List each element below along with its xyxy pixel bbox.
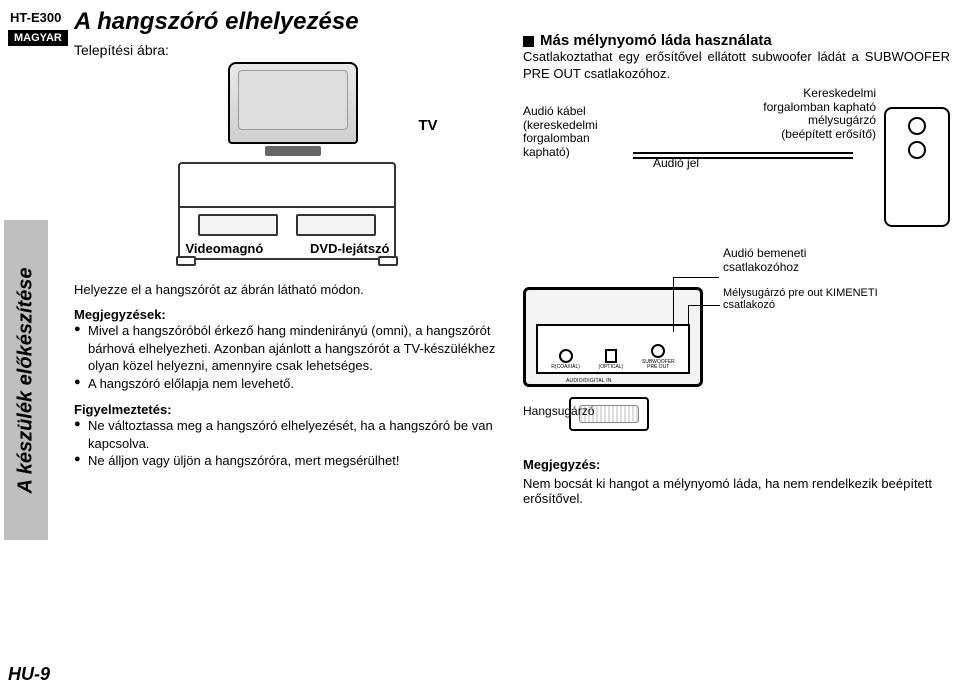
warning-item: Ne álljon vagy üljön a hangszóróra, mert…: [74, 452, 501, 470]
side-tab-label: A készülék előkészítése: [15, 267, 38, 493]
audio-signal-label: Audió jel: [653, 157, 699, 171]
setup-caption: Telepítési ábra:: [74, 42, 501, 58]
cable-diagram: Audió kábel (kereskedelmi forgalomban ka…: [523, 87, 950, 237]
panel-diagram: Audió bemeneti csatlakozóhoz Mélysugárzó…: [523, 247, 950, 447]
warning-item: Ne változtassa meg a hangszóró elhelyezé…: [74, 417, 501, 452]
panel-group-label: AUDIO/DIGITAL IN: [566, 378, 612, 384]
side-tab: A készülék előkészítése: [4, 220, 48, 540]
right-column: Más mélynyomó láda használata Csatlakozt…: [523, 8, 950, 655]
warning-heading: Figyelmeztetés:: [74, 402, 501, 417]
left-column: A hangszóró elhelyezése Telepítési ábra:…: [74, 8, 501, 655]
note-item: A hangszóró előlapja nem levehető.: [74, 375, 501, 393]
subwoofer-heading-text: Más mélynyomó láda használata: [540, 32, 772, 49]
cable-label: Audió kábel (kereskedelmi forgalomban ka…: [523, 105, 633, 160]
page-number: HU-9: [8, 664, 50, 685]
notes-list: Mivel a hangszóróból érkező hang mindeni…: [74, 322, 501, 392]
subwoofer-label: Kereskedelmi forgalomban kapható mélysug…: [706, 87, 876, 142]
optical-port-icon: (OPTICAL): [599, 349, 624, 370]
language-badge: MAGYAR: [8, 30, 68, 46]
vcr-label: Videomagnó: [186, 241, 264, 256]
subwoofer-icon: [884, 107, 950, 227]
subwoofer-text: Csatlakoztathat egy erősítővel ellátott …: [523, 49, 950, 83]
tv-illustration: TV Videomagnó DVD-lejátszó: [168, 62, 408, 272]
subwoofer-heading: Más mélynyomó láda használata: [523, 32, 950, 49]
warning-list: Ne változtassa meg a hangszóró elhelyezé…: [74, 417, 501, 470]
right-note-heading: Megjegyzés:: [523, 457, 950, 472]
tv-label: TV: [418, 117, 437, 134]
square-bullet-icon: [523, 36, 534, 47]
rca-port-label: R(COAXIAL): [551, 365, 580, 370]
model-badge: HT-E300: [10, 10, 61, 25]
vcr-icon: [198, 214, 278, 236]
placement-instruction: Helyezze el a hangszórót az ábrán láthat…: [74, 282, 501, 297]
audio-in-label: Audió bemeneti csatlakozóhoz: [723, 247, 806, 275]
page-title: A hangszóró elhelyezése: [74, 8, 501, 36]
note-item: Mivel a hangszóróból érkező hang mindeni…: [74, 322, 501, 375]
optical-port-label: (OPTICAL): [599, 365, 624, 370]
rear-panel-icon: R(COAXIAL) (OPTICAL) SUBWOOFER PRE OUT A…: [523, 287, 703, 387]
preout-port-icon: SUBWOOFER PRE OUT: [642, 344, 675, 370]
speaker-label: Hangsugárzó: [523, 405, 594, 419]
right-note-text: Nem bocsát ki hangot a mélynyomó láda, h…: [523, 476, 950, 506]
rca-port-icon: R(COAXIAL): [551, 349, 580, 370]
notes-heading: Megjegyzések:: [74, 307, 501, 322]
dvd-icon: [296, 214, 376, 236]
dvd-label: DVD-lejátszó: [310, 241, 389, 256]
preout-label: Mélysugárzó pre out KIMENETI csatlakozó: [723, 287, 878, 312]
tv-stand-icon: Videomagnó DVD-lejátszó: [178, 162, 396, 260]
preout-port-label: SUBWOOFER PRE OUT: [642, 360, 675, 370]
tv-icon: [228, 62, 358, 157]
